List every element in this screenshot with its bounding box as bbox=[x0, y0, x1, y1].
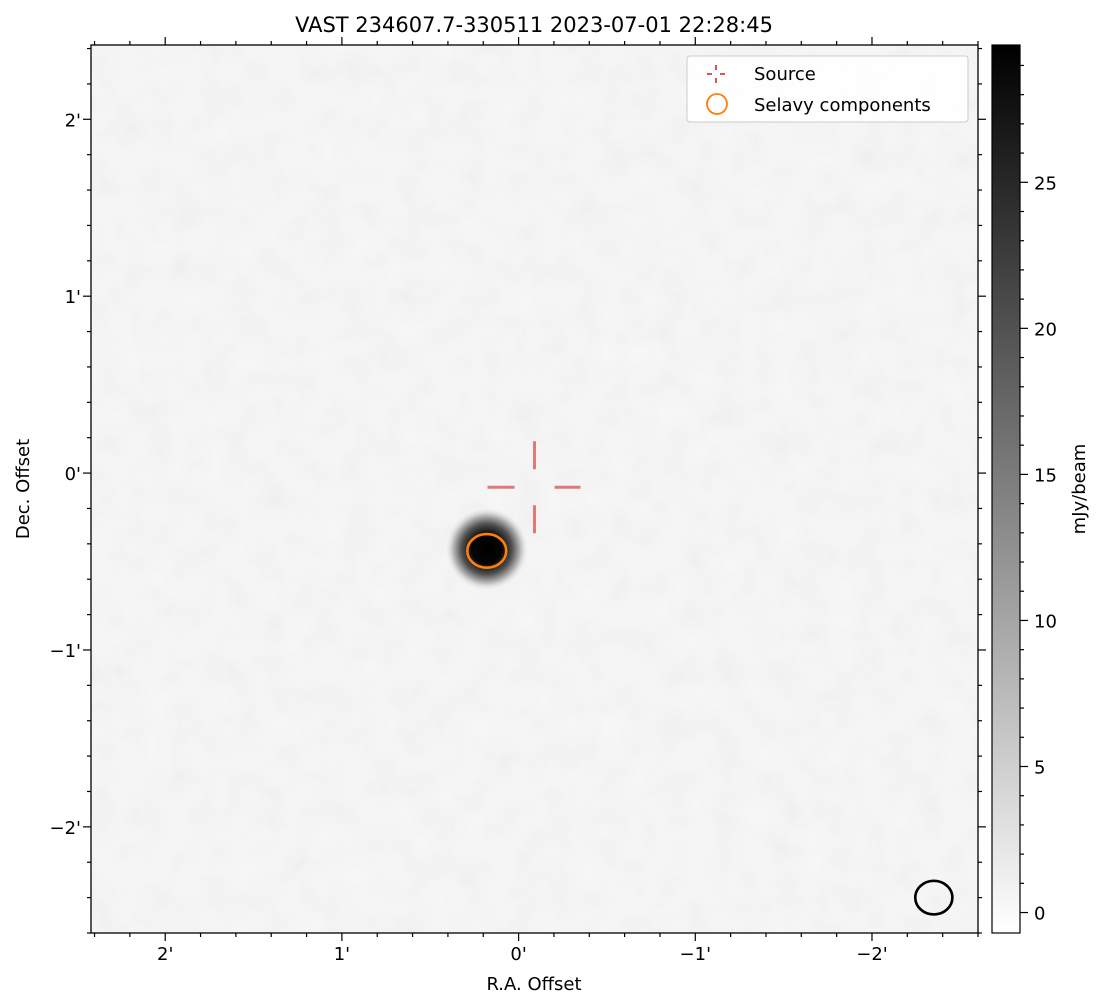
image-panel: 2' 1' 0' −1' −2' 2' 1' 0' −1' −2' bbox=[50, 37, 986, 965]
colorbar: 0 5 10 15 20 25 mJy/beam bbox=[991, 44, 1090, 934]
colorbar-tick-label: 25 bbox=[1034, 173, 1057, 194]
y-tick-label: 2' bbox=[65, 110, 81, 131]
x-axis-label: R.A. Offset bbox=[486, 974, 581, 995]
colorbar-tick-label: 5 bbox=[1034, 758, 1045, 779]
chart-title: VAST 234607.7-330511 2023-07-01 22:28:45 bbox=[295, 13, 773, 37]
y-tick-label: −2' bbox=[50, 818, 81, 839]
x-tick-label: 2' bbox=[157, 944, 173, 965]
plot-frame bbox=[90, 44, 979, 934]
y-tick-label: 0' bbox=[65, 464, 81, 485]
beam-ellipse bbox=[913, 879, 954, 916]
legend-box bbox=[686, 55, 969, 123]
colorbar-tick-label: 10 bbox=[1034, 611, 1057, 632]
x-tick-label: −2' bbox=[856, 944, 887, 965]
y-tick-label: 1' bbox=[65, 287, 81, 308]
colorbar-tick-label: 20 bbox=[1034, 319, 1057, 340]
legend-label-source: Source bbox=[754, 64, 816, 85]
colorbar-gradient bbox=[992, 45, 1020, 933]
colorbar-frame bbox=[991, 44, 1021, 934]
y-tick-label: −1' bbox=[50, 641, 81, 662]
legend-selavy-marker bbox=[706, 93, 728, 115]
x-tick-label: −1' bbox=[680, 944, 711, 965]
selavy-component-ellipse bbox=[466, 532, 508, 570]
legend: Source Selavy components bbox=[686, 55, 969, 123]
colorbar-label: mJy/beam bbox=[1069, 444, 1090, 535]
colorbar-tick-label: 0 bbox=[1034, 904, 1045, 925]
legend-source-marker bbox=[707, 65, 725, 83]
y-axis-label: Dec. Offset bbox=[13, 439, 34, 539]
colorbar-tick-label: 15 bbox=[1034, 465, 1057, 486]
x-tick-label: 0' bbox=[510, 944, 526, 965]
bright-source-blob bbox=[444, 507, 529, 592]
source-marker bbox=[487, 441, 581, 534]
image-noise bbox=[91, 45, 978, 933]
legend-label-selavy: Selavy components bbox=[754, 95, 931, 116]
x-tick-label: 1' bbox=[334, 944, 350, 965]
